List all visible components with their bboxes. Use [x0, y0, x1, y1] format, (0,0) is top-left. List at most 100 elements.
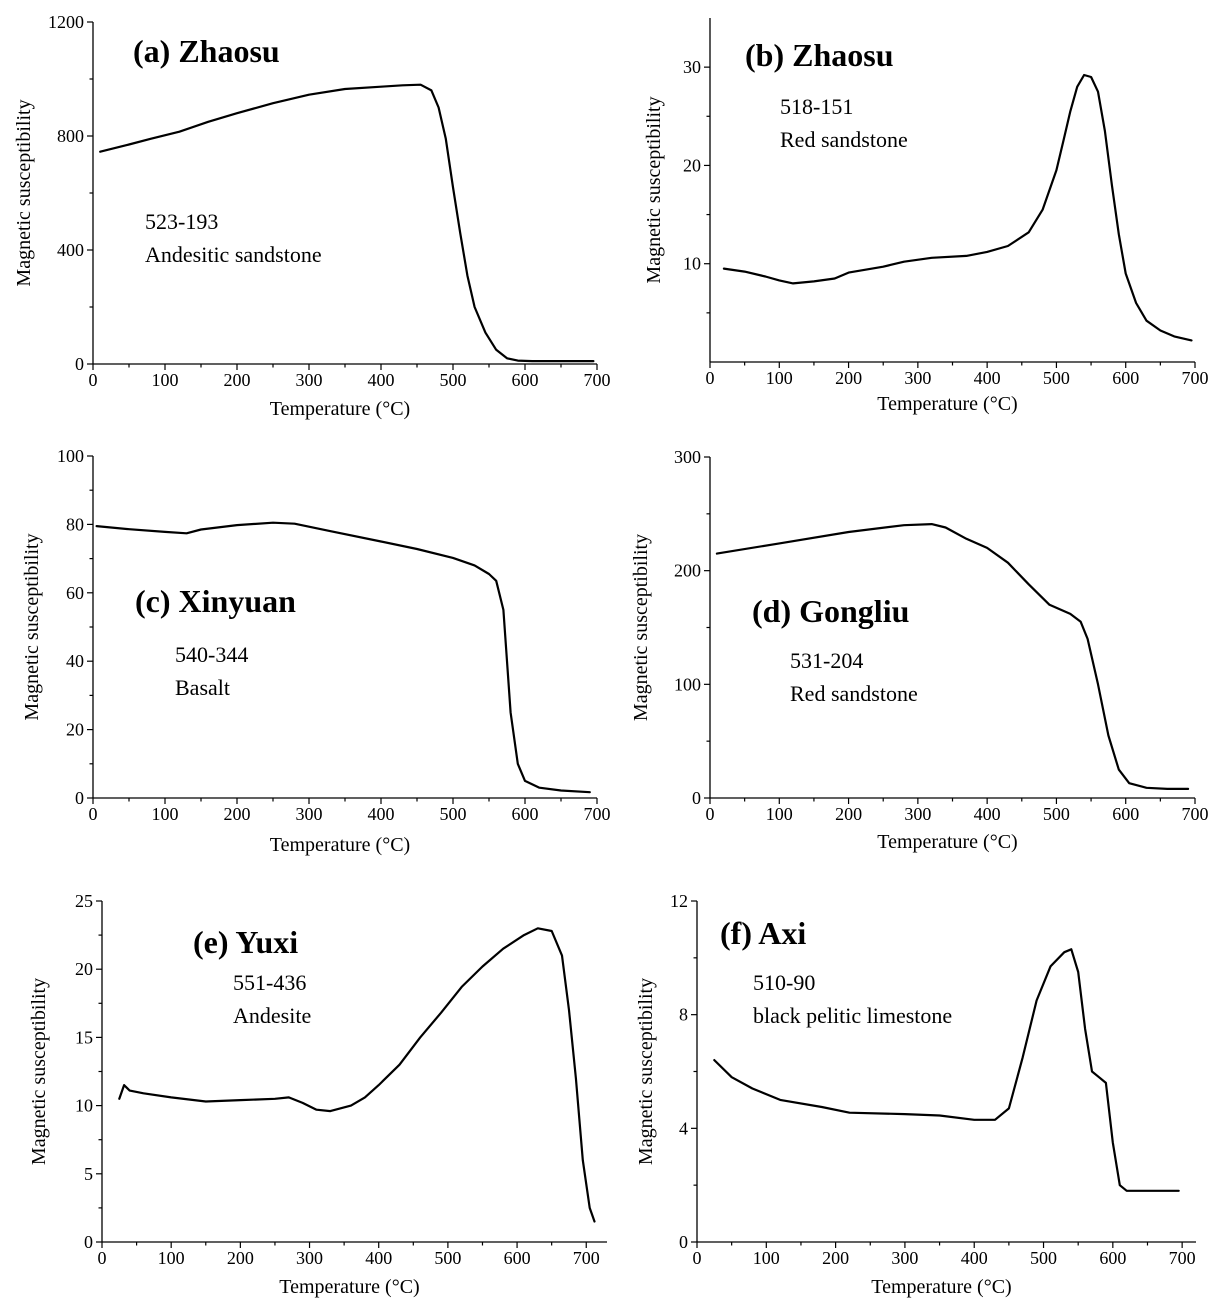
y-tick-label: 30 — [683, 57, 701, 77]
x-tick-label: 300 — [904, 368, 931, 388]
panel-a: 0 100 200 300 400 500 600 700 0 400 800 1200 Tempera… — [13, 12, 611, 420]
y-axis-label: Magnetic susceptibility — [630, 534, 652, 721]
x-tick-label: 100 — [158, 1248, 185, 1268]
x-tick-label: 300 — [296, 804, 323, 824]
sample-id: 540-344 — [175, 642, 248, 667]
lithology-label: Red sandstone — [790, 681, 918, 706]
x-tick-label: 0 — [706, 368, 715, 388]
sample-id: 510-90 — [753, 970, 815, 995]
panel-title: (c) Xinyuan — [135, 583, 296, 619]
y-tick-label: 25 — [75, 891, 93, 911]
lithology-label: black pelitic limestone — [753, 1003, 952, 1028]
x-axis-label: Temperature (°C) — [877, 831, 1017, 853]
x-axis-label: Temperature (°C) — [279, 1276, 419, 1298]
y-axis-label: Magnetic susceptibility — [13, 99, 35, 286]
y-axis-label: Magnetic susceptibility — [643, 96, 665, 283]
lithology-label: Red sandstone — [780, 127, 908, 152]
y-tick-label: 1200 — [48, 12, 84, 32]
x-axis-label: Temperature (°C) — [871, 1276, 1011, 1298]
x-axis-label: Temperature (°C) — [270, 398, 410, 420]
x-tick-label: 600 — [504, 1248, 531, 1268]
panel-title: (d) Gongliu — [752, 593, 909, 629]
y-tick-label: 15 — [75, 1027, 93, 1047]
y-tick-label: 200 — [674, 561, 701, 581]
x-tick-label: 500 — [1043, 804, 1070, 824]
x-tick-label: 400 — [961, 1248, 988, 1268]
panel-title: (b) Zhaosu — [745, 37, 894, 73]
x-tick-label: 700 — [1182, 368, 1209, 388]
y-axis-label: Magnetic susceptibility — [28, 978, 50, 1165]
x-tick-label: 0 — [89, 370, 98, 390]
panel-f: 0 100 200 300 400 500 600 700 0 4 8 12 Temperature (… — [635, 891, 1196, 1298]
x-tick-label: 100 — [152, 370, 179, 390]
y-tick-label: 12 — [670, 891, 688, 911]
panel-c: 0 100 200 300 400 500 600 700 0 20 40 60 80 100 Temper… — [21, 446, 611, 856]
y-tick-label: 0 — [679, 1232, 688, 1252]
y-tick-label: 0 — [75, 788, 84, 808]
x-tick-label: 0 — [706, 804, 715, 824]
x-tick-label: 500 — [1030, 1248, 1057, 1268]
x-tick-label: 100 — [753, 1248, 780, 1268]
lithology-label: Andesitic sandstone — [145, 242, 322, 267]
susceptibility-curve — [713, 948, 1180, 1192]
x-tick-label: 200 — [835, 368, 862, 388]
susceptibility-curve — [722, 73, 1193, 342]
y-axis-label: Magnetic susceptibility — [21, 533, 43, 720]
y-tick-label: 100 — [57, 446, 84, 466]
x-tick-label: 600 — [1112, 368, 1139, 388]
x-tick-label: 100 — [152, 804, 179, 824]
x-tick-label: 500 — [440, 370, 467, 390]
y-tick-label: 10 — [75, 1096, 93, 1116]
panel-title: (e) Yuxi — [193, 924, 298, 960]
x-tick-label: 300 — [904, 804, 931, 824]
x-tick-label: 200 — [835, 804, 862, 824]
x-tick-label: 400 — [368, 804, 395, 824]
y-tick-label: 100 — [674, 674, 701, 694]
panel-b: 0 100 200 300 400 500 600 700 10 20 30 Temperature … — [643, 18, 1209, 415]
x-axis-label: Temperature (°C) — [877, 393, 1017, 415]
y-tick-label: 0 — [84, 1232, 93, 1252]
x-tick-label: 200 — [227, 1248, 254, 1268]
susceptibility-curve — [715, 523, 1190, 790]
x-tick-label: 700 — [584, 370, 611, 390]
x-tick-label: 400 — [974, 804, 1001, 824]
x-tick-label: 700 — [584, 804, 611, 824]
y-tick-label: 40 — [66, 651, 84, 671]
x-tick-label: 500 — [1043, 368, 1070, 388]
y-tick-label: 20 — [75, 959, 93, 979]
susceptibility-curve — [99, 83, 595, 363]
y-tick-label: 10 — [683, 254, 701, 274]
y-tick-label: 80 — [66, 514, 84, 534]
panel-d: 0 100 200 300 400 500 600 700 0 100 200 300 Temperat… — [630, 447, 1209, 853]
x-tick-label: 200 — [224, 370, 251, 390]
panel-e: 0 100 200 300 400 500 600 700 0 5 10 15 20 25 Temperat… — [28, 891, 607, 1298]
sample-id: 518-151 — [780, 94, 853, 119]
x-tick-label: 400 — [365, 1248, 392, 1268]
x-tick-label: 600 — [1112, 804, 1139, 824]
y-tick-label: 800 — [57, 126, 84, 146]
x-tick-label: 200 — [822, 1248, 849, 1268]
x-tick-label: 0 — [98, 1248, 107, 1268]
x-tick-label: 600 — [1099, 1248, 1126, 1268]
x-tick-label: 300 — [296, 1248, 323, 1268]
x-tick-label: 300 — [891, 1248, 918, 1268]
y-tick-label: 20 — [66, 720, 84, 740]
panel-title: (f) Axi — [720, 915, 806, 951]
y-tick-label: 0 — [75, 354, 84, 374]
x-tick-label: 700 — [1182, 804, 1209, 824]
y-tick-label: 4 — [679, 1118, 688, 1138]
x-tick-label: 700 — [1169, 1248, 1196, 1268]
x-axis-label: Temperature (°C) — [270, 834, 410, 856]
x-tick-label: 300 — [296, 370, 323, 390]
x-tick-label: 600 — [512, 370, 539, 390]
sample-id: 551-436 — [233, 970, 306, 995]
y-tick-label: 400 — [57, 240, 84, 260]
x-tick-label: 400 — [974, 368, 1001, 388]
x-tick-label: 0 — [89, 804, 98, 824]
x-tick-label: 100 — [766, 368, 793, 388]
x-tick-label: 500 — [434, 1248, 461, 1268]
y-tick-label: 0 — [692, 788, 701, 808]
sample-id: 531-204 — [790, 648, 863, 673]
lithology-label: Basalt — [175, 675, 230, 700]
